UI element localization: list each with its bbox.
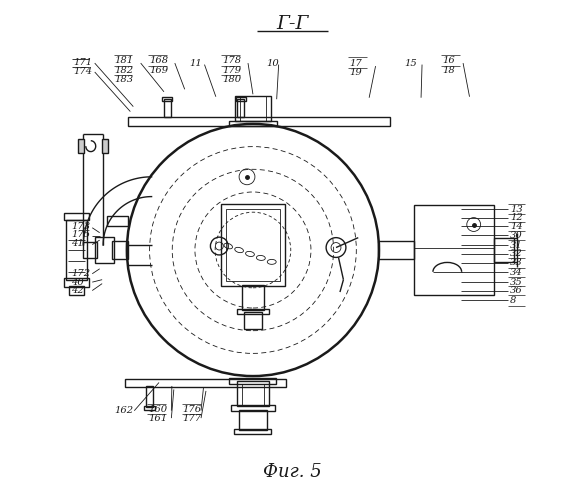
Bar (69, 286, 84, 294)
Text: 176: 176 (183, 404, 202, 413)
Bar (112, 241, 128, 259)
Bar (237, 381, 269, 406)
Text: 30: 30 (510, 230, 523, 239)
Bar (128, 118, 390, 126)
Text: 182: 182 (115, 66, 133, 74)
Text: 34: 34 (510, 268, 523, 277)
Text: 19: 19 (349, 68, 362, 77)
Text: 169: 169 (149, 66, 168, 74)
Text: 14: 14 (510, 222, 523, 231)
Bar (244, 312, 262, 330)
Bar (237, 308, 269, 314)
Bar (237, 98, 244, 117)
Text: 8: 8 (510, 296, 517, 305)
Bar (235, 429, 271, 434)
Text: 173: 173 (71, 222, 90, 231)
Bar (144, 406, 155, 409)
Text: 174: 174 (73, 68, 92, 76)
Text: 18: 18 (442, 66, 455, 74)
Bar (125, 378, 286, 388)
Text: 17: 17 (349, 58, 362, 68)
Text: 168: 168 (149, 56, 168, 65)
Text: Г-Г: Г-Г (276, 14, 309, 32)
Bar (239, 410, 267, 430)
Text: 171: 171 (73, 58, 92, 67)
Text: 180: 180 (222, 75, 242, 84)
Text: 161: 161 (148, 414, 167, 423)
Bar (221, 204, 285, 286)
Bar (66, 220, 87, 280)
Bar (378, 241, 414, 259)
Bar (83, 242, 97, 258)
Bar (231, 405, 275, 410)
Text: 160: 160 (148, 404, 167, 413)
Bar (102, 139, 108, 152)
Bar (164, 98, 171, 117)
Bar (95, 237, 113, 263)
Text: 181: 181 (115, 56, 133, 65)
Bar (146, 386, 153, 407)
Bar (78, 139, 84, 152)
Text: 32: 32 (510, 250, 523, 258)
Text: 10: 10 (266, 59, 278, 68)
Bar (163, 97, 173, 100)
Bar (494, 238, 514, 262)
Text: 13: 13 (510, 205, 523, 214)
Text: 172: 172 (71, 269, 90, 278)
Bar (107, 216, 128, 226)
Text: 178: 178 (222, 56, 242, 65)
Text: 35: 35 (510, 278, 523, 286)
Text: 36: 36 (510, 286, 523, 295)
Text: 15: 15 (404, 59, 417, 68)
Bar (229, 378, 277, 384)
Text: 162: 162 (115, 406, 133, 415)
Text: 16: 16 (442, 56, 455, 65)
Text: 175: 175 (71, 230, 90, 239)
Bar (64, 278, 90, 287)
Text: 11: 11 (190, 59, 202, 68)
Text: 33: 33 (510, 258, 523, 268)
Bar (229, 122, 277, 126)
Text: 31: 31 (510, 240, 523, 250)
Text: 41: 41 (71, 238, 84, 248)
Text: 12: 12 (510, 214, 523, 222)
Bar (242, 285, 264, 310)
Bar (235, 96, 271, 122)
Text: 183: 183 (115, 75, 133, 84)
Bar (414, 204, 494, 296)
Text: 40: 40 (71, 278, 84, 286)
Text: 42: 42 (71, 286, 84, 295)
Text: Фиг. 5: Фиг. 5 (263, 462, 322, 480)
Bar (226, 209, 280, 281)
Bar (64, 213, 90, 220)
Text: 179: 179 (222, 66, 242, 74)
Text: 177: 177 (183, 414, 202, 423)
Bar (236, 97, 246, 100)
